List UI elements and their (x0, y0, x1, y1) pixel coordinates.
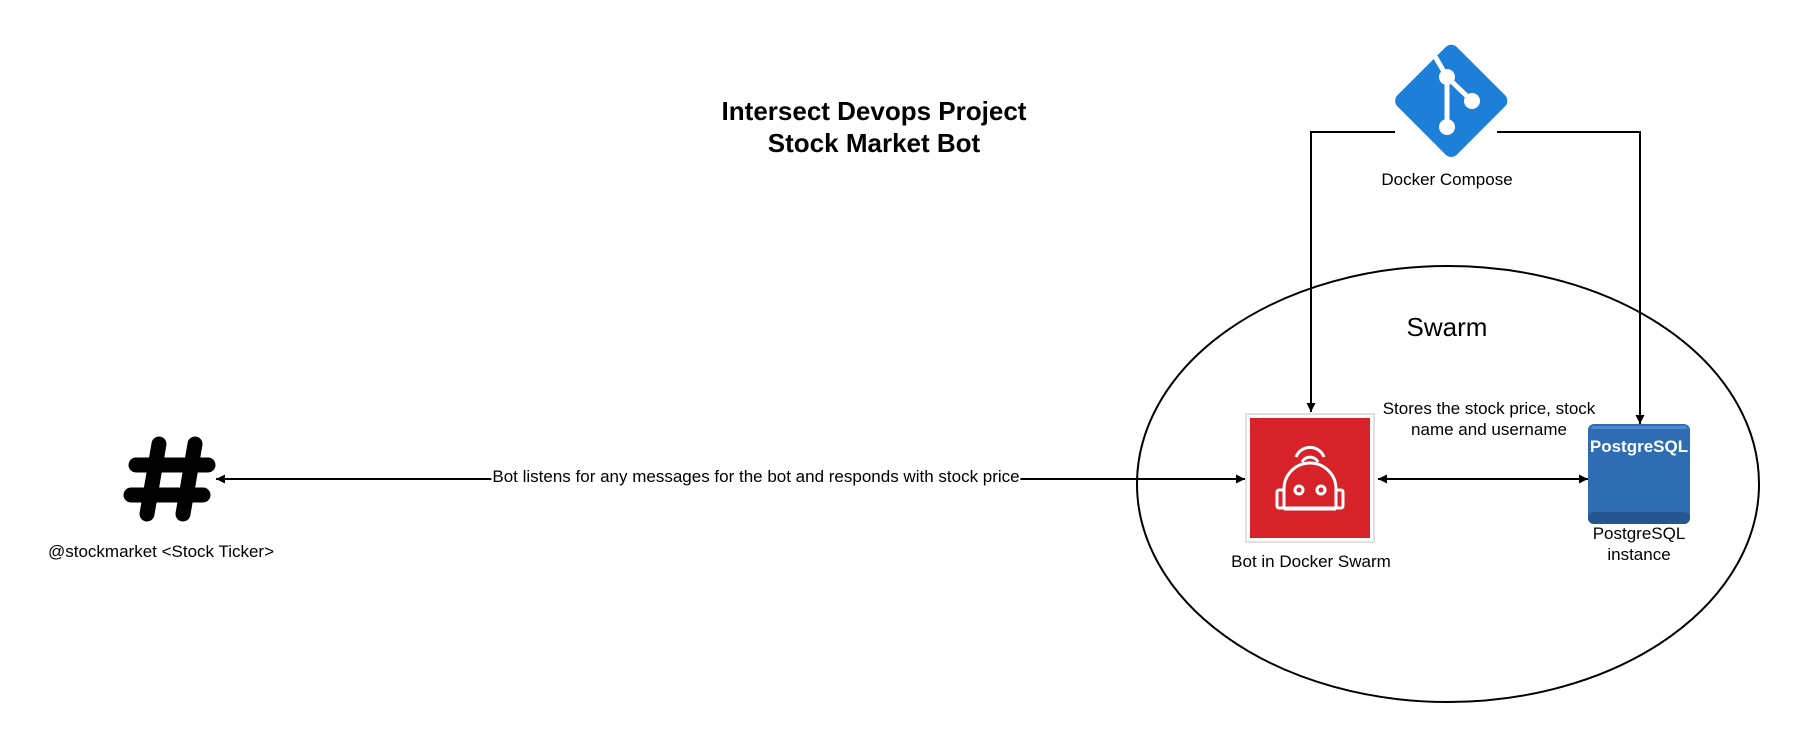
postgres-label-line1: PostgreSQL (1592, 524, 1686, 543)
compose-to-bot-arrow (1306, 131, 1395, 412)
bot-postgres-edge-label-line2: name and username (1411, 420, 1567, 439)
swarm-label: Swarm (1406, 312, 1488, 342)
database-icon (1588, 424, 1690, 524)
compose-to-postgres-arrow (1497, 131, 1645, 424)
swarm-boundary (1136, 265, 1760, 703)
slack-label: @stockmarket <Stock Ticker> (47, 542, 275, 561)
page-title-line1: Intersect Devops Project (721, 96, 1027, 126)
robot-icon (1245, 413, 1375, 543)
postgres-badge-text: PostgreSQL (1589, 437, 1689, 456)
docker-compose-label: Docker Compose (1381, 170, 1513, 189)
slack-hash-icon (123, 436, 216, 522)
bot-postgres-edge-label-line1: Stores the stock price, stock (1382, 399, 1596, 418)
slack-bot-edge-label: Bot listens for any messages for the bot… (491, 467, 1021, 487)
git-branch-icon (1395, 44, 1508, 157)
page-title-line2: Stock Market Bot (767, 128, 981, 158)
postgres-label-line2: instance (1607, 545, 1671, 564)
bot-label: Bot in Docker Swarm (1231, 552, 1391, 571)
